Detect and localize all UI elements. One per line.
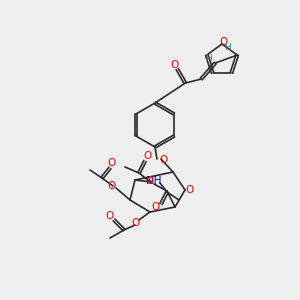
Text: O: O	[131, 218, 139, 228]
Text: O: O	[105, 211, 113, 221]
Text: NH: NH	[146, 176, 162, 186]
Text: O: O	[144, 151, 152, 161]
Text: O: O	[108, 158, 116, 168]
Text: O: O	[152, 202, 160, 212]
Text: H: H	[205, 54, 211, 63]
Text: O: O	[186, 185, 194, 195]
Text: O: O	[219, 37, 227, 47]
Text: O: O	[159, 155, 167, 165]
Text: O: O	[146, 176, 154, 186]
Text: O: O	[107, 181, 115, 191]
Text: H: H	[224, 43, 231, 52]
Text: O: O	[170, 60, 178, 70]
